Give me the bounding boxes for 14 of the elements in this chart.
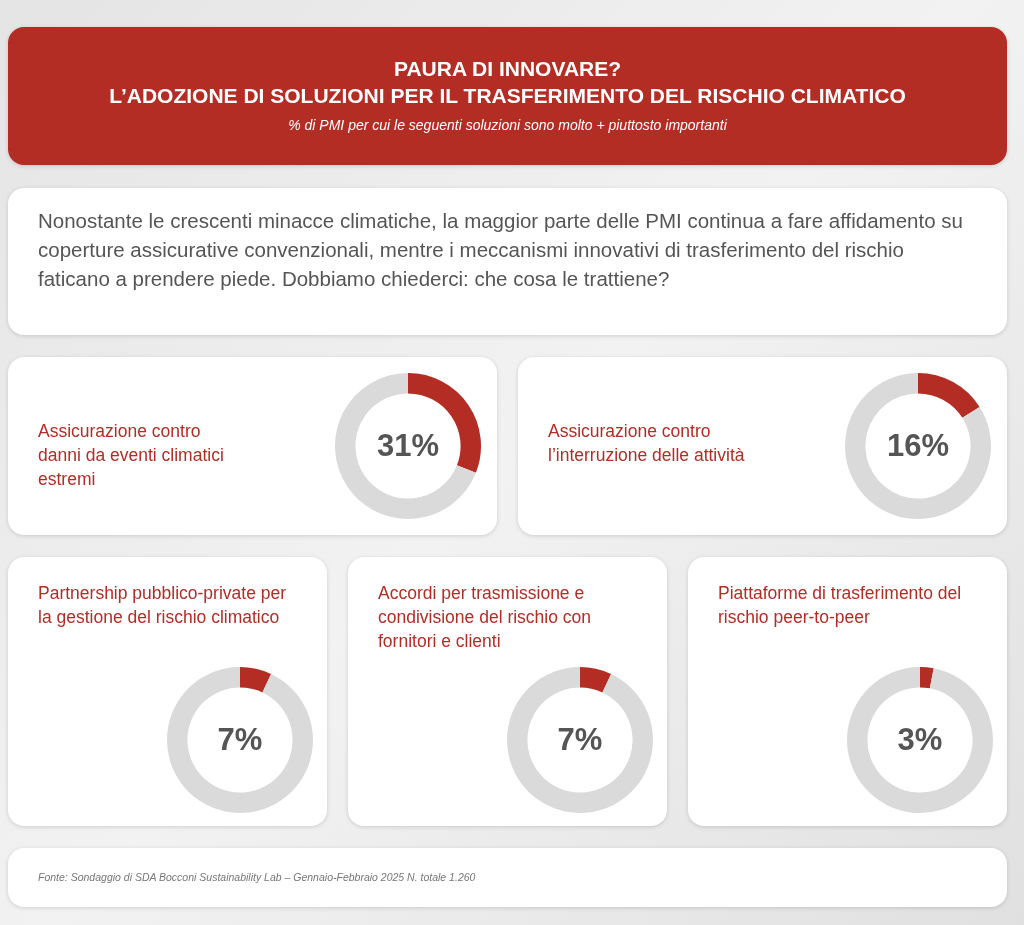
data-label: 7% (217, 721, 263, 757)
text: Assicurazione contro l’interruzione delle attività (548, 420, 746, 467)
data-label: 7% (557, 721, 603, 757)
text: % di PMI per cui le seguenti soluzioni sono molto + piuttosto importanti (287, 117, 728, 133)
text: Assicurazione contro danni da eventi climatici estremi (38, 420, 225, 491)
text: PAURA DI INNOVARE? L’ADOZIONE DI SOLUZIONI PER IL TRASFERIMENTO DEL RISCHIO CLIMATICO (108, 56, 907, 109)
chart-title: Partnership pubblico-private per la gestione del rischio climatico (38, 582, 288, 629)
source-note: Fonte: Sondaggio di SDA Bocconi Sustainability Lab – Gennaio-Febbraio 2025 N. totale 1.260 (38, 871, 477, 883)
data-label: 3% (897, 721, 943, 757)
text: Nonostante le crescenti minacce climatiche, la maggior parte delle PMI continua a fare affidamento su coperture assicurative convenzionali, mentre i meccanismi innovativi di trasferimento del rischio faticano a prendere piede. Dobbiamo chiederci: che cosa le trattiene? (38, 208, 964, 292)
chart-title: Piattaforme di trasferimento del rischio peer-to-peer (718, 582, 963, 629)
data-label: 31% (376, 427, 440, 463)
chart-title: Accordi per trasmissione e condivisione del rischio con fornitori e clienti (378, 582, 593, 653)
data-label: 16% (886, 427, 950, 463)
